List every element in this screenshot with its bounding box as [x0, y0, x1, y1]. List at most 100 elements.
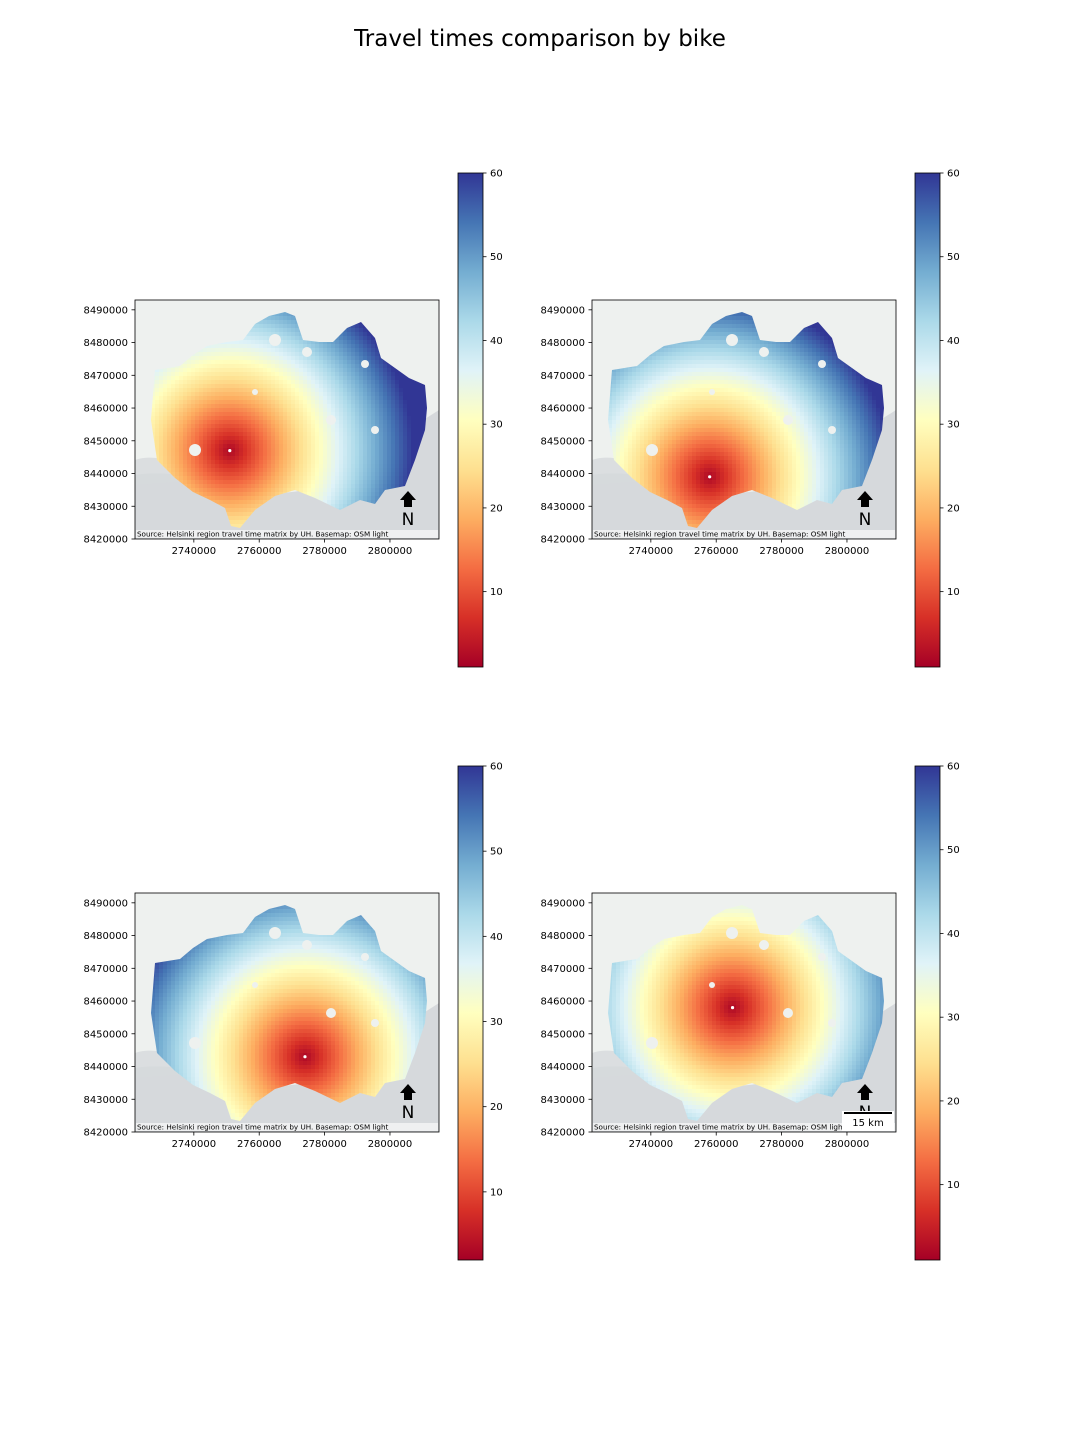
grid-cell — [235, 344, 239, 348]
grid-cell — [423, 400, 427, 404]
grid-cell — [175, 420, 179, 424]
grid-cell — [263, 416, 267, 420]
grid-cell — [163, 456, 167, 460]
grid-cell — [311, 384, 315, 388]
grid-cell — [391, 480, 395, 484]
grid-cell — [155, 440, 159, 444]
grid-cell — [355, 368, 359, 372]
grid-cell — [399, 440, 403, 444]
grid-cell — [231, 504, 235, 508]
grid-cell — [171, 396, 175, 400]
grid-cell — [311, 440, 315, 444]
grid-cell — [231, 380, 235, 384]
grid-cell — [163, 400, 167, 404]
grid-cell — [291, 320, 295, 324]
grid-cell — [275, 388, 279, 392]
grid-cell — [243, 496, 247, 500]
grid-cell — [151, 408, 155, 412]
grid-cell — [307, 428, 311, 432]
grid-cell — [179, 464, 183, 468]
grid-cell — [407, 416, 411, 420]
grid-cell — [163, 452, 167, 456]
grid-cell — [239, 472, 243, 476]
grid-cell — [267, 480, 271, 484]
grid-cell — [415, 432, 419, 436]
grid-cell — [247, 492, 251, 496]
grid-cell — [167, 440, 171, 444]
grid-cell — [247, 468, 251, 472]
grid-cell — [359, 392, 363, 396]
grid-cell — [239, 384, 243, 388]
grid-cell — [243, 448, 247, 452]
grid-cell — [283, 356, 287, 360]
grid-cell — [347, 448, 351, 452]
grid-cell — [335, 396, 339, 400]
grid-cell — [359, 376, 363, 380]
grid-cell — [339, 488, 343, 492]
lake-hole — [371, 426, 379, 434]
grid-cell — [195, 360, 199, 364]
grid-cell — [199, 348, 203, 352]
grid-cell — [307, 444, 311, 448]
grid-cell — [367, 496, 371, 500]
grid-cell — [195, 364, 199, 368]
grid-cell — [287, 420, 291, 424]
grid-cell — [351, 360, 355, 364]
grid-cell — [207, 436, 211, 440]
grid-cell — [335, 496, 339, 500]
grid-cell — [403, 480, 407, 484]
grid-cell — [223, 488, 227, 492]
grid-cell — [179, 396, 183, 400]
grid-cell — [231, 408, 235, 412]
grid-cell — [363, 452, 367, 456]
grid-cell — [351, 364, 355, 368]
grid-cell — [315, 340, 319, 344]
grid-cell — [267, 464, 271, 468]
grid-cell — [259, 328, 263, 332]
grid-cell — [319, 340, 323, 344]
grid-cell — [279, 440, 283, 444]
grid-cell — [347, 444, 351, 448]
grid-cell — [371, 360, 375, 364]
grid-cell — [367, 392, 371, 396]
grid-cell — [287, 464, 291, 468]
grid-cell — [207, 432, 211, 436]
grid-cell — [331, 400, 335, 404]
grid-cell — [211, 416, 215, 420]
grid-cell — [323, 460, 327, 464]
grid-cell — [299, 332, 303, 336]
grid-cell — [215, 388, 219, 392]
grid-cell — [243, 512, 247, 516]
grid-cell — [175, 436, 179, 440]
grid-cell — [259, 364, 263, 368]
grid-cell — [395, 392, 399, 396]
grid-cell — [371, 488, 375, 492]
grid-cell — [311, 436, 315, 440]
grid-cell — [183, 420, 187, 424]
grid-cell — [203, 372, 207, 376]
grid-cell — [271, 316, 275, 320]
grid-cell — [215, 496, 219, 500]
grid-cell — [215, 412, 219, 416]
grid-cell — [299, 460, 303, 464]
grid-cell — [219, 368, 223, 372]
grid-cell — [207, 352, 211, 356]
grid-cell — [239, 340, 243, 344]
grid-cell — [740, 316, 744, 320]
grid-cell — [383, 448, 387, 452]
grid-cell — [343, 468, 347, 472]
grid-cell — [247, 480, 251, 484]
grid-cell — [295, 432, 299, 436]
grid-cell — [291, 384, 295, 388]
grid-cell — [203, 436, 207, 440]
grid-cell — [303, 416, 307, 420]
grid-cell — [267, 352, 271, 356]
grid-cell — [175, 472, 179, 476]
grid-cell — [287, 340, 291, 344]
grid-cell — [331, 432, 335, 436]
grid-cell — [219, 408, 223, 412]
grid-cell — [359, 456, 363, 460]
grid-cell — [383, 416, 387, 420]
grid-cell — [239, 516, 243, 520]
